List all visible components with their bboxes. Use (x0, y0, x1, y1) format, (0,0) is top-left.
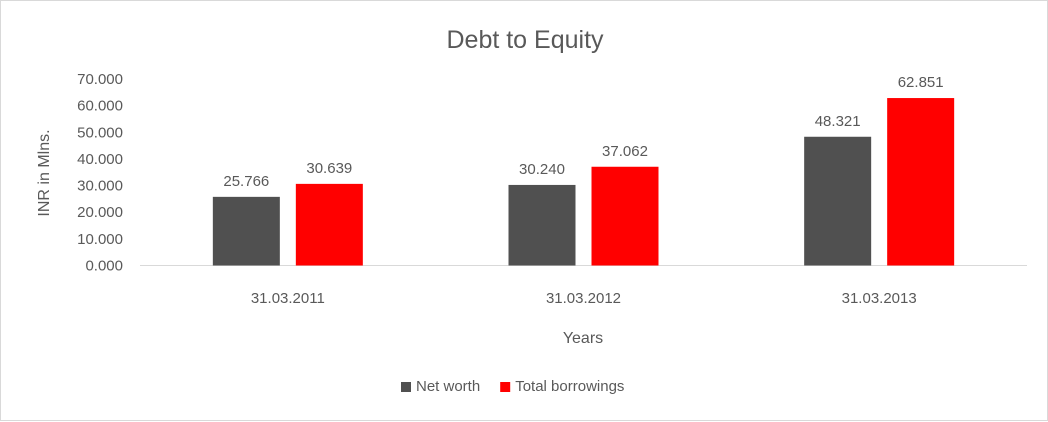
y-tick-label: 60.000 (77, 98, 123, 115)
bar-net-worth (508, 184, 576, 266)
y-tick-label: 40.000 (77, 151, 123, 168)
legend: Net worth Total borrowings (401, 378, 624, 395)
bar-total-borrowings (887, 98, 955, 266)
bar-data-labels: 25.766 30.639 30.240 37.062 48.321 62.851 (223, 74, 943, 190)
legend-swatch (500, 382, 511, 392)
y-tick-label: 50.000 (77, 124, 123, 141)
chart-title: Debt to Equity (446, 26, 604, 54)
bar-data-label: 25.766 (223, 173, 269, 190)
y-axis-ticks: 0.000 10.000 20.000 30.000 40.000 50.000 60.00… (77, 71, 123, 275)
y-tick-label: 30.000 (77, 178, 123, 195)
bar-data-label: 30.639 (306, 160, 352, 177)
bars (212, 98, 955, 266)
x-tick-label: 31.03.2012 (546, 290, 621, 307)
bar-data-label: 48.321 (815, 113, 861, 130)
x-axis-ticks: 31.03.2011 31.03.2012 31.03.2013 (251, 290, 917, 307)
bar-net-worth (804, 136, 872, 266)
y-tick-label: 10.000 (77, 231, 123, 248)
y-tick-label: 20.000 (77, 204, 123, 221)
legend-swatch (401, 382, 411, 392)
bar-data-label: 30.240 (519, 161, 565, 178)
bar-data-label: 62.851 (898, 74, 944, 91)
bar-data-label: 37.062 (602, 143, 648, 160)
x-axis-title: Years (563, 330, 603, 347)
legend-label: Total borrowings (515, 378, 624, 395)
x-tick-label: 31.03.2013 (842, 290, 917, 307)
bar-net-worth (212, 196, 280, 266)
bar-total-borrowings (295, 183, 363, 266)
x-tick-label: 31.03.2011 (251, 290, 325, 307)
y-tick-label: 0.000 (85, 258, 123, 275)
y-tick-label: 70.000 (77, 71, 123, 88)
y-axis-title: INR in Mlns. (36, 129, 53, 216)
bar-total-borrowings (591, 166, 659, 266)
legend-label: Net worth (416, 378, 480, 395)
